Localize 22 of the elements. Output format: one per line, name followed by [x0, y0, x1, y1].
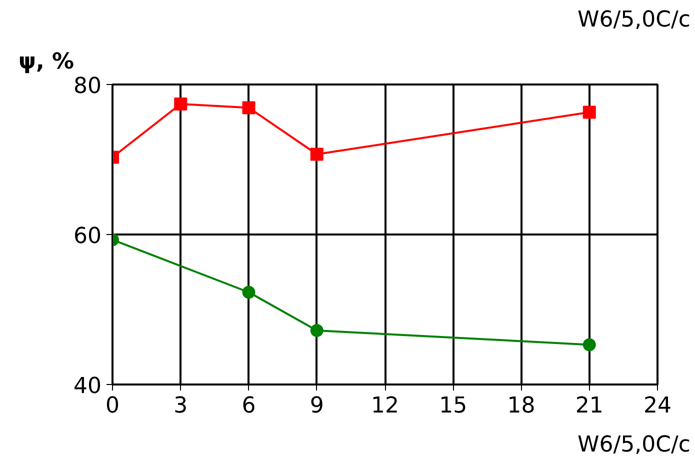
point [174, 98, 188, 110]
x-tick-label: 18 [507, 394, 536, 418]
x-tick-label: 6 [242, 394, 256, 418]
point [242, 101, 256, 114]
y-tick-label: 80 [74, 74, 102, 99]
x-tick-label: 12 [371, 394, 400, 418]
point [310, 324, 324, 337]
x-axis-title: W6/5,0C/c [577, 432, 691, 458]
x-tick-label: 9 [310, 394, 324, 418]
x-tick-label: 0 [106, 394, 120, 418]
x-tick-label: 3 [174, 394, 188, 418]
text: W6/5,0C/c [577, 8, 691, 32]
point [310, 148, 324, 161]
point [582, 106, 596, 119]
x-tick-label: 15 [439, 394, 468, 418]
y-tick-label: 40 [74, 374, 102, 399]
y-tick-label: 60 [74, 224, 102, 249]
point [242, 286, 256, 299]
y-axis-title: ψ, % [18, 50, 74, 74]
x-tick-label: 21 [575, 394, 604, 418]
point [582, 338, 596, 352]
x-tick-label: 24 [644, 394, 672, 418]
